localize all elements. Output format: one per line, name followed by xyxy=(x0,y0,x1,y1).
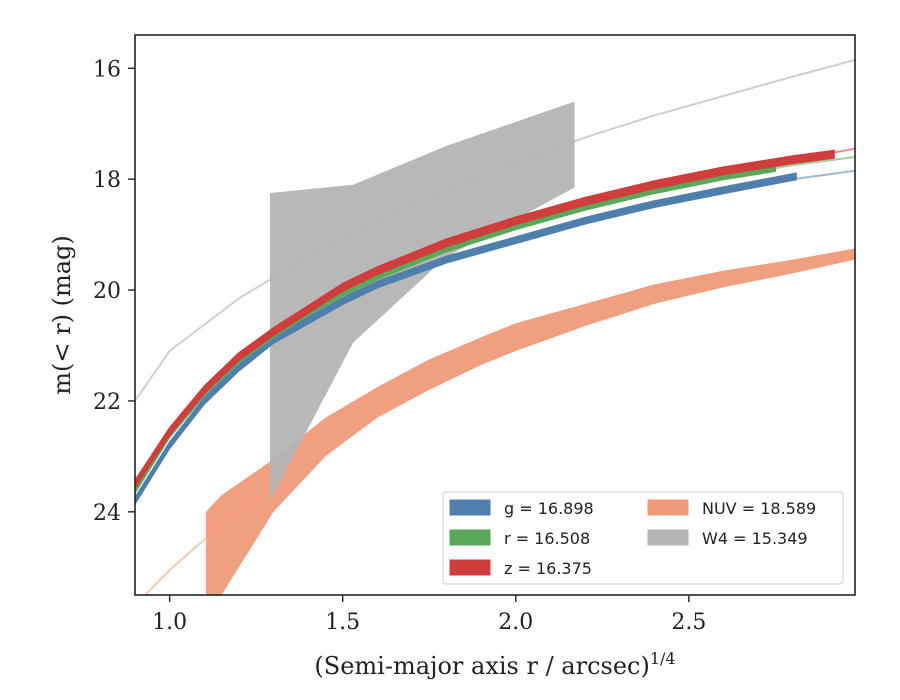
x-tick-label: 2.5 xyxy=(671,610,706,635)
legend: g = 16.898 r = 16.508 z = 16.375 NUV = 1… xyxy=(442,491,844,585)
legend-swatch-w4 xyxy=(647,529,689,546)
legend-box xyxy=(442,491,844,585)
legend-label-r: r = 16.508 xyxy=(504,529,590,548)
y-tick-label: 20 xyxy=(93,279,121,304)
x-tick-label: 2.0 xyxy=(498,610,533,635)
legend-swatch-z xyxy=(449,559,491,576)
y-tick-label: 18 xyxy=(93,168,121,193)
y-axis-label: m(< r) (mag) xyxy=(48,235,76,394)
legend-label-g: g = 16.898 xyxy=(504,499,594,518)
series-W4-band xyxy=(270,101,575,501)
legend-label-w4: W4 = 15.349 xyxy=(702,529,808,548)
legend-swatch-r xyxy=(449,529,491,546)
plot-frame xyxy=(134,34,856,596)
y-tick-label: 16 xyxy=(93,57,121,82)
plot-area xyxy=(135,59,855,595)
x-axis-label: (Semi-major axis r / arcsec)1/4 xyxy=(314,649,675,680)
legend-swatch-nuv xyxy=(647,499,689,516)
y-tick-label: 24 xyxy=(93,501,121,526)
y-tick-label: 22 xyxy=(93,390,121,415)
x-axis-label-text: (Semi-major axis r / arcsec) xyxy=(314,652,649,680)
series-z-profile xyxy=(135,149,835,490)
series-NUV-band xyxy=(206,248,855,595)
legend-label-nuv: NUV = 18.589 xyxy=(702,499,816,518)
x-axis-label-superscript: 1/4 xyxy=(650,649,676,668)
axis-ticks: 1.0 1.5 2.0 2.5 16 18 20 22 24 xyxy=(93,57,706,635)
x-tick-label: 1.0 xyxy=(152,610,187,635)
legend-label-z: z = 16.375 xyxy=(504,559,592,578)
legend-swatch-g xyxy=(449,499,491,516)
x-tick-label: 1.5 xyxy=(325,610,360,635)
